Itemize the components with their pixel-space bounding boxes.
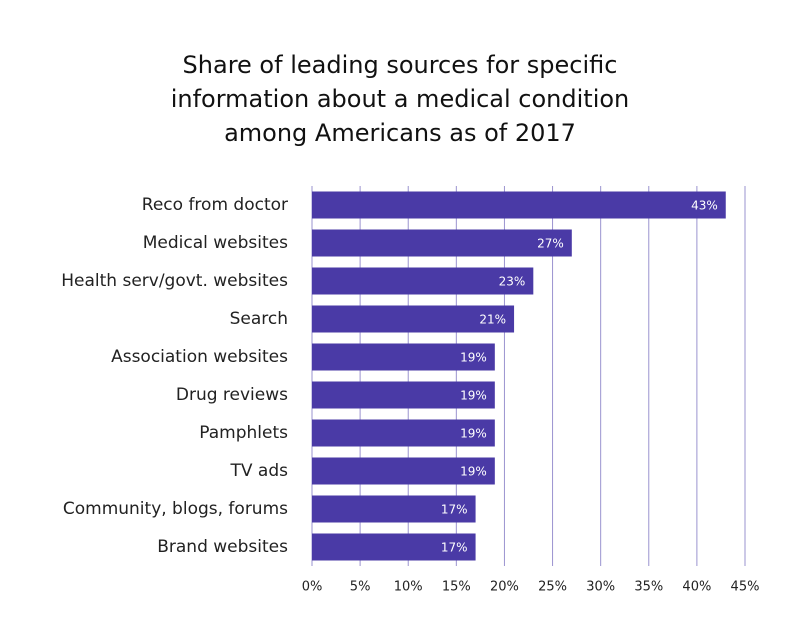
x-tick-label: 25% xyxy=(538,580,567,595)
y-tick-label: Drug reviews xyxy=(176,385,288,405)
x-tick-label: 35% xyxy=(634,580,663,595)
x-tick-label: 0% xyxy=(302,580,323,595)
value-label: 17% xyxy=(441,541,468,555)
y-tick-label: Search xyxy=(230,309,288,329)
bar xyxy=(312,343,495,371)
value-label: 23% xyxy=(499,275,526,289)
bar xyxy=(312,191,726,219)
y-tick-label: Community, blogs, forums xyxy=(63,499,288,519)
bar xyxy=(312,267,534,295)
value-label: 19% xyxy=(460,389,487,403)
x-tick-label: 20% xyxy=(490,580,519,595)
y-tick-label: Pamphlets xyxy=(199,423,288,443)
y-tick-label: Health serv/govt. websites xyxy=(61,271,288,291)
bar xyxy=(312,305,515,333)
value-label: 21% xyxy=(479,313,506,327)
bar xyxy=(312,381,495,409)
y-tick-label: Association websites xyxy=(111,347,288,367)
bar xyxy=(312,229,572,257)
bar xyxy=(312,533,476,561)
y-tick-label: Brand websites xyxy=(157,537,288,557)
chart-title: Share of leading sources for specific in… xyxy=(170,51,630,147)
value-label: 43% xyxy=(691,199,718,213)
y-tick-label: TV ads xyxy=(230,461,289,481)
value-label: 19% xyxy=(460,465,487,479)
value-label: 19% xyxy=(460,351,487,365)
y-tick-label: Medical websites xyxy=(143,233,288,253)
value-label: 27% xyxy=(537,237,564,251)
x-tick-label: 5% xyxy=(350,580,371,595)
x-tick-label: 45% xyxy=(731,580,760,595)
x-tick-label: 30% xyxy=(586,580,615,595)
bar xyxy=(312,419,495,447)
bar xyxy=(312,495,476,523)
x-tick-label: 10% xyxy=(394,580,423,595)
x-tick-label: 15% xyxy=(442,580,471,595)
value-label: 17% xyxy=(441,503,468,517)
y-tick-label: Reco from doctor xyxy=(142,195,288,215)
x-tick-label: 40% xyxy=(682,580,711,595)
bar xyxy=(312,457,495,485)
value-label: 19% xyxy=(460,427,487,441)
